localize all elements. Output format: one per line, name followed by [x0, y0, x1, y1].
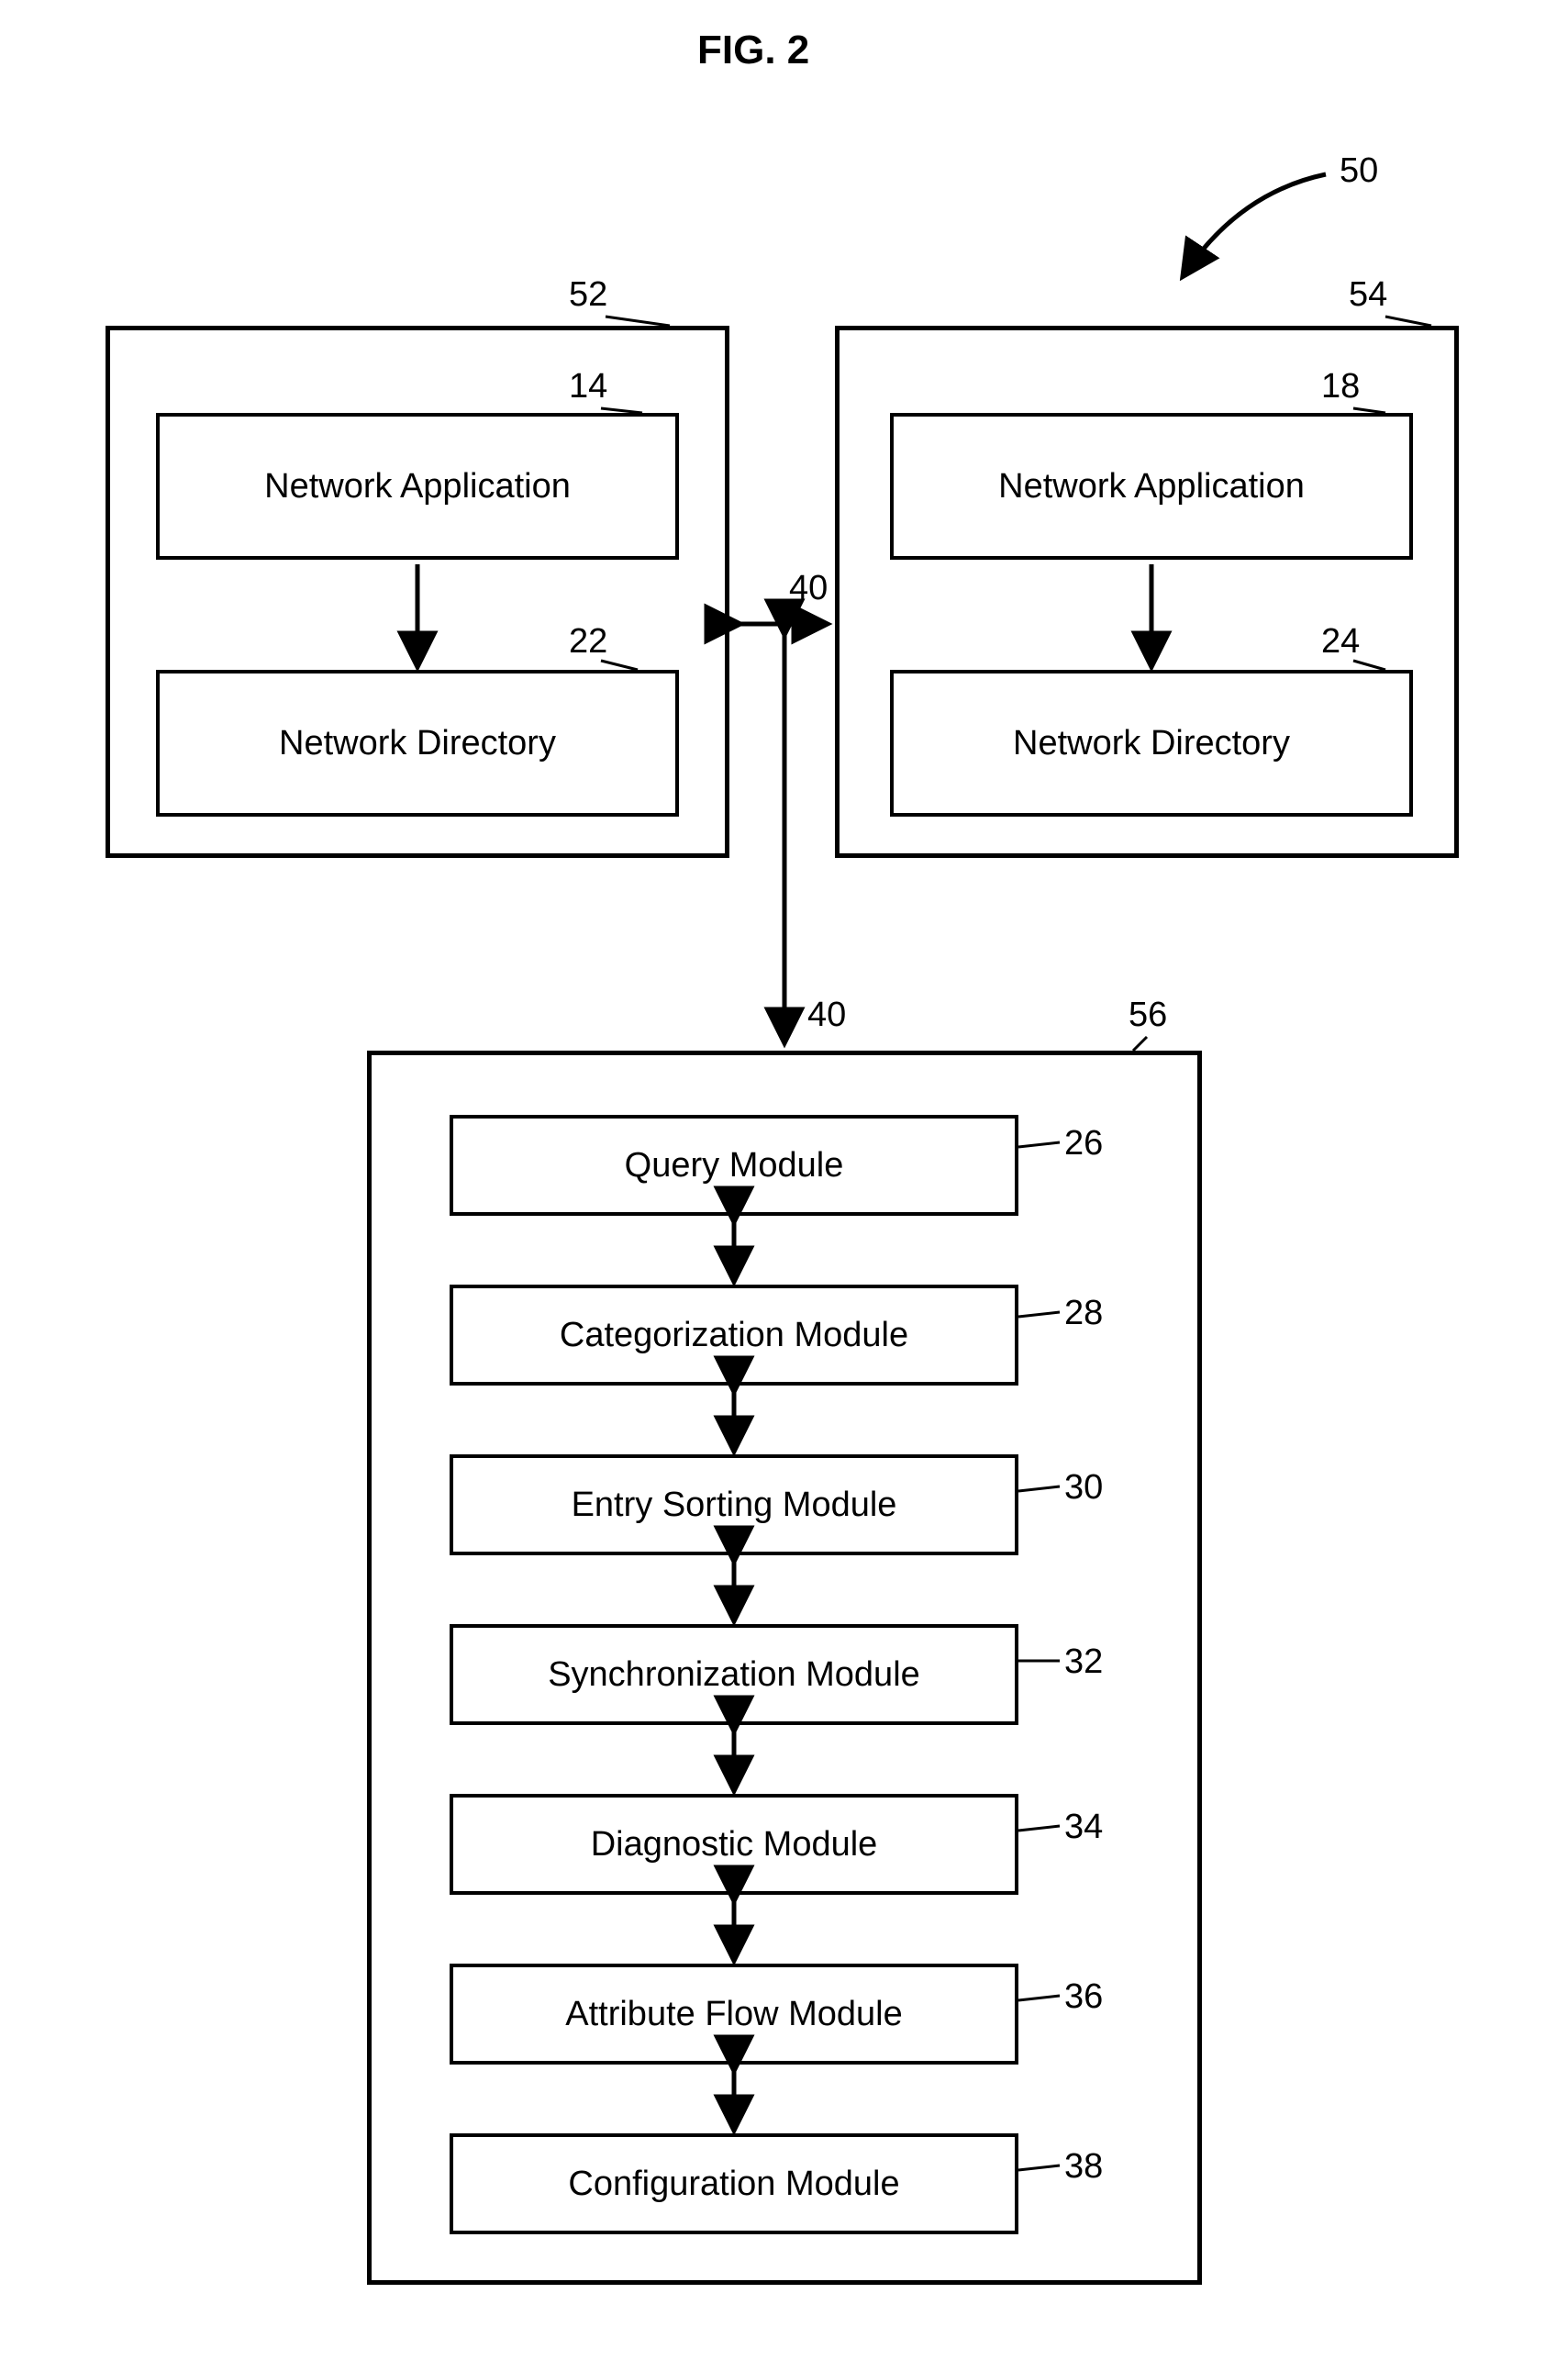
box-net-app-left: Network Application [156, 413, 679, 560]
box-entry-sorting: Entry Sorting Module [450, 1454, 1018, 1555]
label-net-app-left: Network Application [264, 467, 571, 507]
ref-net-dir-left: 22 [569, 622, 607, 662]
ref-system: 50 [1340, 151, 1378, 191]
label-categorization: Categorization Module [560, 1316, 908, 1355]
ref-net-app-right: 18 [1321, 367, 1360, 406]
box-query: Query Module [450, 1115, 1018, 1216]
ref-right-container: 54 [1349, 275, 1387, 315]
box-diagnostic: Diagnostic Module [450, 1794, 1018, 1895]
label-attribute-flow: Attribute Flow Module [565, 1995, 903, 2034]
figure-canvas: FIG. 2 50 52 54 56 Network Application 1… [0, 0, 1568, 2360]
ref-net-dir-right: 24 [1321, 622, 1360, 662]
box-net-dir-right: Network Directory [890, 670, 1413, 817]
ref-diagnostic: 34 [1064, 1808, 1103, 1847]
box-net-app-right: Network Application [890, 413, 1413, 560]
label-net-app-right: Network Application [998, 467, 1305, 507]
label-net-dir-left: Network Directory [279, 724, 556, 763]
box-attribute-flow: Attribute Flow Module [450, 1964, 1018, 2065]
label-diagnostic: Diagnostic Module [591, 1825, 878, 1865]
label-query: Query Module [625, 1146, 844, 1186]
ref-synchronization: 32 [1064, 1642, 1103, 1682]
label-synchronization: Synchronization Module [548, 1655, 920, 1695]
box-configuration: Configuration Module [450, 2133, 1018, 2234]
figure-title: FIG. 2 [697, 28, 809, 73]
label-configuration: Configuration Module [568, 2165, 899, 2204]
ref-attribute-flow: 36 [1064, 1977, 1103, 2017]
ref-query: 26 [1064, 1124, 1103, 1163]
ref-bottom-container: 56 [1129, 996, 1167, 1035]
box-net-dir-left: Network Directory [156, 670, 679, 817]
box-synchronization: Synchronization Module [450, 1624, 1018, 1725]
ref-entry-sorting: 30 [1064, 1468, 1103, 1508]
ref-left-container: 52 [569, 275, 607, 315]
ref-configuration: 38 [1064, 2147, 1103, 2187]
ref-link-top: 40 [789, 569, 828, 608]
label-entry-sorting: Entry Sorting Module [572, 1486, 897, 1525]
ref-net-app-left: 14 [569, 367, 607, 406]
ref-categorization: 28 [1064, 1294, 1103, 1333]
ref-link-bottom: 40 [807, 996, 846, 1035]
label-net-dir-right: Network Directory [1013, 724, 1290, 763]
box-categorization: Categorization Module [450, 1285, 1018, 1386]
